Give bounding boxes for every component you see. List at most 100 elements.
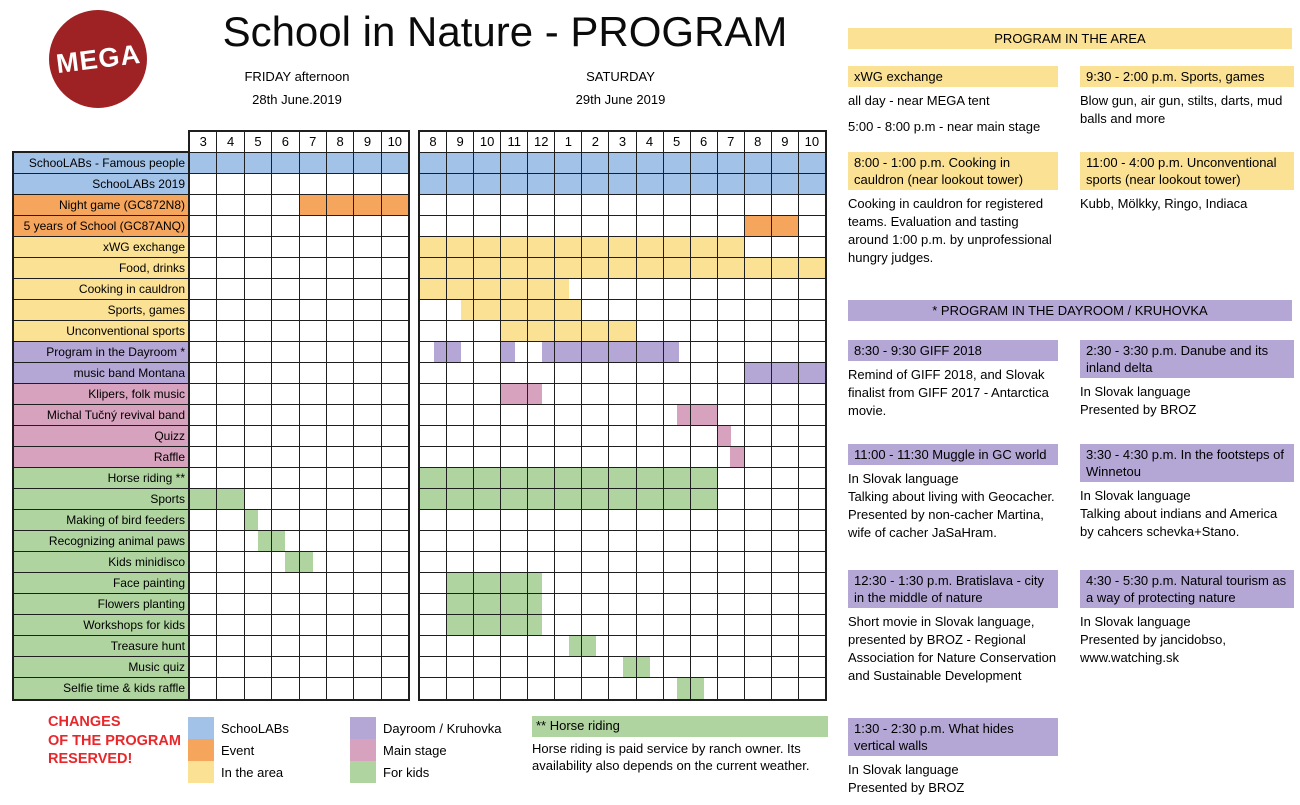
cell-grid	[190, 552, 408, 572]
schedule-cell	[799, 552, 825, 572]
schedule-cell	[382, 510, 408, 530]
schedule-cell	[300, 615, 327, 635]
schedule-cell	[691, 279, 718, 299]
schedule-cell	[745, 657, 772, 677]
schedule-bar	[447, 573, 542, 593]
schedule-cell	[582, 342, 610, 362]
green-swatch	[350, 761, 376, 783]
program-block-text: Cooking in cauldron for registered teams…	[848, 196, 1052, 265]
schedule-cell	[327, 258, 355, 278]
schedule-row	[420, 594, 825, 615]
row-label: Food, drinks	[14, 258, 190, 279]
schedule-cell	[190, 216, 218, 236]
schedule-cell	[555, 594, 583, 614]
schedule-cell	[382, 636, 408, 656]
cell-grid	[190, 405, 408, 425]
schedule-cell	[245, 300, 273, 320]
schedule-cell	[745, 468, 772, 488]
schedule-cell	[447, 657, 475, 677]
schedule-cell	[447, 573, 475, 593]
schedule-cell	[447, 426, 475, 446]
schedule-cell	[300, 552, 327, 572]
schedule-row	[190, 153, 408, 174]
schedule-cell	[718, 552, 745, 572]
schedule-bar	[420, 489, 717, 509]
schedule-cell	[217, 636, 245, 656]
hour-label: 9	[772, 132, 799, 152]
schedule-cell	[799, 321, 825, 341]
schedule-cell	[528, 489, 556, 509]
schedule-bar	[501, 384, 542, 404]
program-block-text: In Slovak language	[848, 471, 959, 486]
area-panel-title: PROGRAM IN THE AREA	[848, 28, 1292, 49]
schedule-cell	[245, 657, 273, 677]
schedule-cell	[501, 489, 529, 509]
schedule-row	[420, 195, 825, 216]
schedule-cell	[501, 237, 529, 257]
row-label: Selfie time & kids raffle	[14, 678, 190, 699]
schedule-row	[190, 426, 408, 447]
schedule-cell	[772, 258, 799, 278]
schedule-cell	[637, 531, 664, 551]
schedule-cell	[217, 531, 245, 551]
schedule-cell	[217, 594, 245, 614]
schedule-cell	[664, 594, 691, 614]
schedule-cell	[501, 678, 529, 699]
schedule-cell	[272, 489, 300, 509]
schedule-cell	[190, 153, 218, 173]
schedule-cell	[637, 405, 664, 425]
schedule-cell	[691, 447, 718, 467]
schedule-row	[420, 678, 825, 699]
schedule-cell	[300, 279, 327, 299]
schedule-cell	[190, 342, 218, 362]
schedule-cell	[745, 237, 772, 257]
warning-line-2: OF THE PROGRAM	[48, 732, 181, 749]
schedule-cell	[772, 531, 799, 551]
friday-hours-row: 3 4 5 6 7 8 9 10	[190, 132, 408, 153]
schedule-cell	[382, 615, 408, 635]
schedule-cell	[528, 426, 556, 446]
schedule-cell	[718, 510, 745, 530]
cell-grid	[190, 657, 408, 677]
schedule-cell	[420, 363, 448, 383]
schedule-cell	[528, 405, 556, 425]
schedule-cell	[354, 510, 382, 530]
cell-grid	[420, 342, 825, 362]
schedule-cell	[474, 510, 502, 530]
program-block: 3:30 - 4:30 p.m. In the footsteps of Win…	[1080, 444, 1294, 541]
schedule-bar	[501, 342, 515, 362]
program-block-text: In Slovak language	[1080, 384, 1191, 399]
cell-grid	[190, 615, 408, 635]
schedule-cell	[474, 300, 502, 320]
schedule-cell	[528, 237, 556, 257]
schedule-cell	[501, 258, 529, 278]
row-label: Night game (GC872N8)	[14, 195, 190, 216]
schedule-cell	[354, 153, 382, 173]
schedule-cell	[691, 594, 718, 614]
schedule-cell	[799, 258, 825, 278]
schedule-row	[420, 657, 825, 678]
schedule-cell	[354, 573, 382, 593]
schedule-cell	[354, 195, 382, 215]
schedule-cell	[637, 489, 664, 509]
schedule-cell	[691, 195, 718, 215]
schedule-cell	[190, 657, 218, 677]
schedule-cell	[474, 531, 502, 551]
schedule-cell	[691, 342, 718, 362]
schedule-cell	[555, 237, 583, 257]
schedule-row	[420, 258, 825, 279]
schedule-cell	[447, 153, 475, 173]
schedule-cell	[272, 237, 300, 257]
schedule-cell	[609, 363, 637, 383]
cell-grid	[190, 573, 408, 593]
cell-grid	[420, 279, 825, 299]
schedule-cell	[474, 258, 502, 278]
schedule-cell	[354, 237, 382, 257]
row-label: Raffle	[14, 447, 190, 468]
schedule-cell	[609, 615, 637, 635]
schedule-cell	[447, 552, 475, 572]
schedule-cell	[272, 678, 300, 699]
schedule-cell	[772, 300, 799, 320]
schedule-cell	[609, 636, 637, 656]
schedule-bar	[420, 468, 717, 488]
